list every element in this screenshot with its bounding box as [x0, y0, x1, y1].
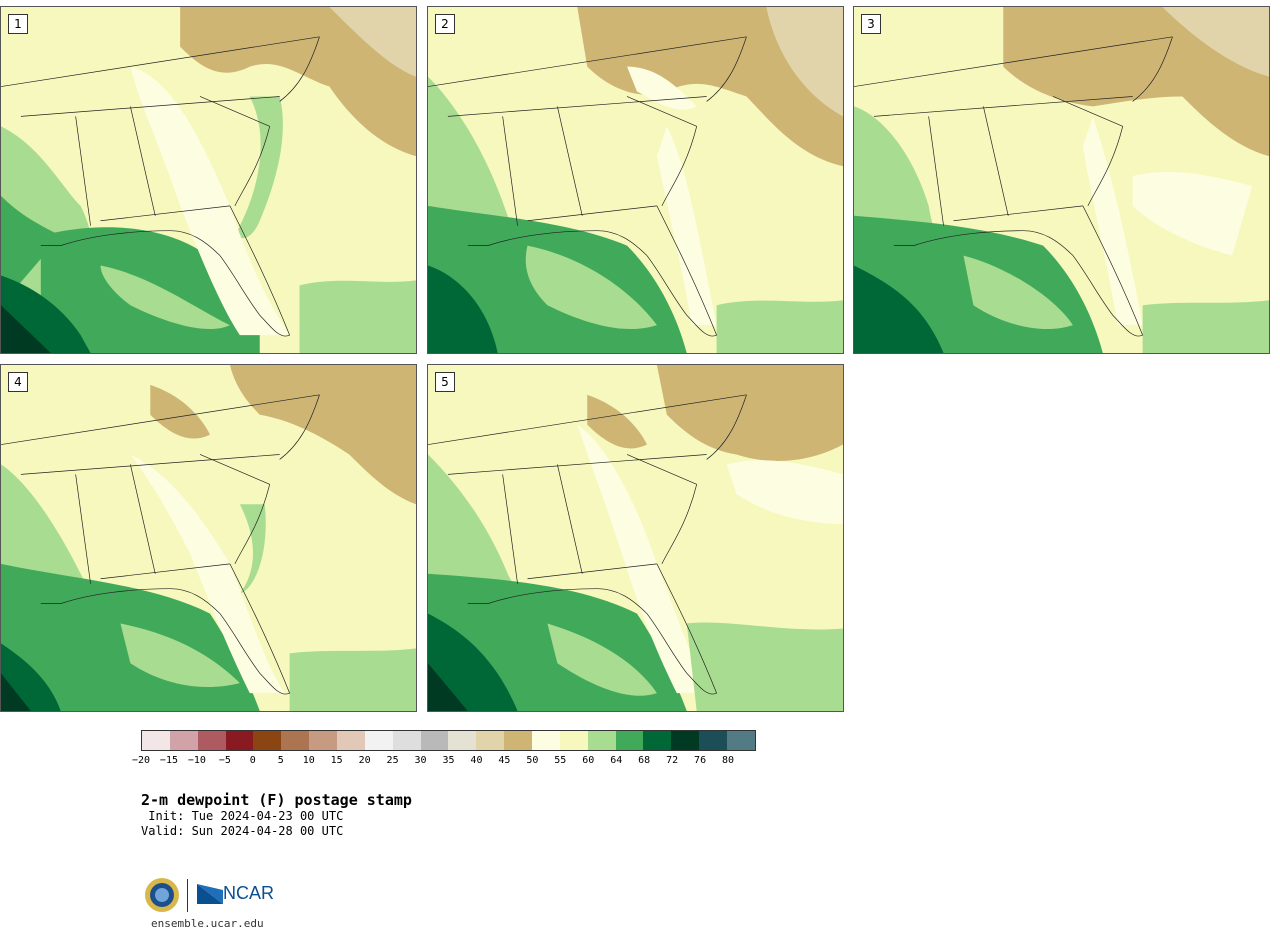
colorbar-tick-label: 68 [638, 755, 651, 766]
colorbar-tick-label: −10 [187, 755, 206, 766]
colorbar-tick-label: 15 [330, 755, 343, 766]
colorbar-tick-label: −20 [131, 755, 151, 766]
colorbar-tick-label: 25 [386, 755, 399, 766]
colorbar-tick-label: 30 [414, 755, 427, 766]
colorbar-swatch [532, 731, 560, 750]
colorbar-tick-label: 40 [470, 755, 483, 766]
colorbar-tick-label: 50 [526, 755, 539, 766]
nsf-seal-icon [145, 878, 179, 912]
ncar-logo-text: NCAR [223, 883, 275, 903]
colorbar-swatch [337, 731, 365, 750]
colorbar-swatch [587, 731, 616, 750]
member-panel-3: 3 [853, 6, 1270, 354]
member-label: 3 [861, 14, 881, 34]
colorbar-tick-label: 76 [694, 755, 707, 766]
logos: NCAR [144, 877, 274, 917]
colorbar-swatch [699, 731, 728, 750]
colorbar-ticks: −20 −15 −10 −5 0 5 10 15 20 25 30 35 40 45 50 55 60 64 68 7… [132, 755, 756, 769]
colorbar-swatch [253, 731, 282, 750]
colorbar-swatch [364, 731, 393, 750]
colorbar-tick-label: 80 [722, 755, 735, 766]
member-label: 1 [8, 14, 28, 34]
colorbar-tick-label: 20 [358, 755, 371, 766]
dewpoint-map-4 [1, 365, 416, 711]
member-panel-1: 1 [0, 6, 417, 354]
colorbar-tick-label: 72 [666, 755, 679, 766]
dewpoint-map-3 [854, 7, 1269, 353]
colorbar-swatch [448, 731, 477, 750]
colorbar-tick-label: 55 [554, 755, 567, 766]
plot-title: 2-m dewpoint (F) postage stamp [141, 791, 412, 809]
colorbar-swatch [727, 731, 755, 750]
dewpoint-map-2 [428, 7, 843, 353]
logo-divider [187, 879, 188, 912]
dewpoint-map-1 [1, 7, 416, 353]
colorbar-swatch [559, 731, 588, 750]
colorbar-tick-label: 45 [498, 755, 511, 766]
colorbar [141, 730, 756, 751]
colorbar-tick-label: −5 [218, 755, 231, 766]
dewpoint-map-5 [428, 365, 843, 711]
site-url: ensemble.ucar.edu [151, 917, 264, 930]
colorbar-tick-label: 64 [610, 755, 623, 766]
colorbar-swatch [169, 731, 198, 750]
colorbar-swatch [615, 731, 644, 750]
colorbar-swatch [504, 731, 533, 750]
colorbar-swatch [309, 731, 338, 750]
colorbar-tick-label: 10 [302, 755, 315, 766]
member-label: 4 [8, 372, 28, 392]
colorbar-tick-label: 35 [442, 755, 455, 766]
colorbar-swatch [197, 731, 226, 750]
colorbar-tick-label: 5 [277, 755, 284, 766]
colorbar-tick-label: 60 [582, 755, 595, 766]
member-panel-4: 4 [0, 364, 417, 712]
colorbar-swatch [142, 731, 170, 750]
colorbar-swatch [643, 731, 672, 750]
colorbar-swatch [281, 731, 310, 750]
colorbar-swatch [225, 731, 254, 750]
member-label: 2 [435, 14, 455, 34]
colorbar-swatch [476, 731, 505, 750]
colorbar-tick-label: 0 [249, 755, 256, 766]
member-label: 5 [435, 372, 455, 392]
init-time: Init: Tue 2024-04-23 00 UTC [141, 809, 344, 823]
member-panel-5: 5 [427, 364, 844, 712]
colorbar-swatch [420, 731, 449, 750]
valid-time: Valid: Sun 2024-04-28 00 UTC [141, 824, 344, 838]
member-panel-2: 2 [427, 6, 844, 354]
colorbar-tick-label: −15 [159, 755, 178, 766]
colorbar-swatch [671, 731, 700, 750]
colorbar-swatch [392, 731, 421, 750]
ncar-mark-icon [197, 884, 223, 904]
